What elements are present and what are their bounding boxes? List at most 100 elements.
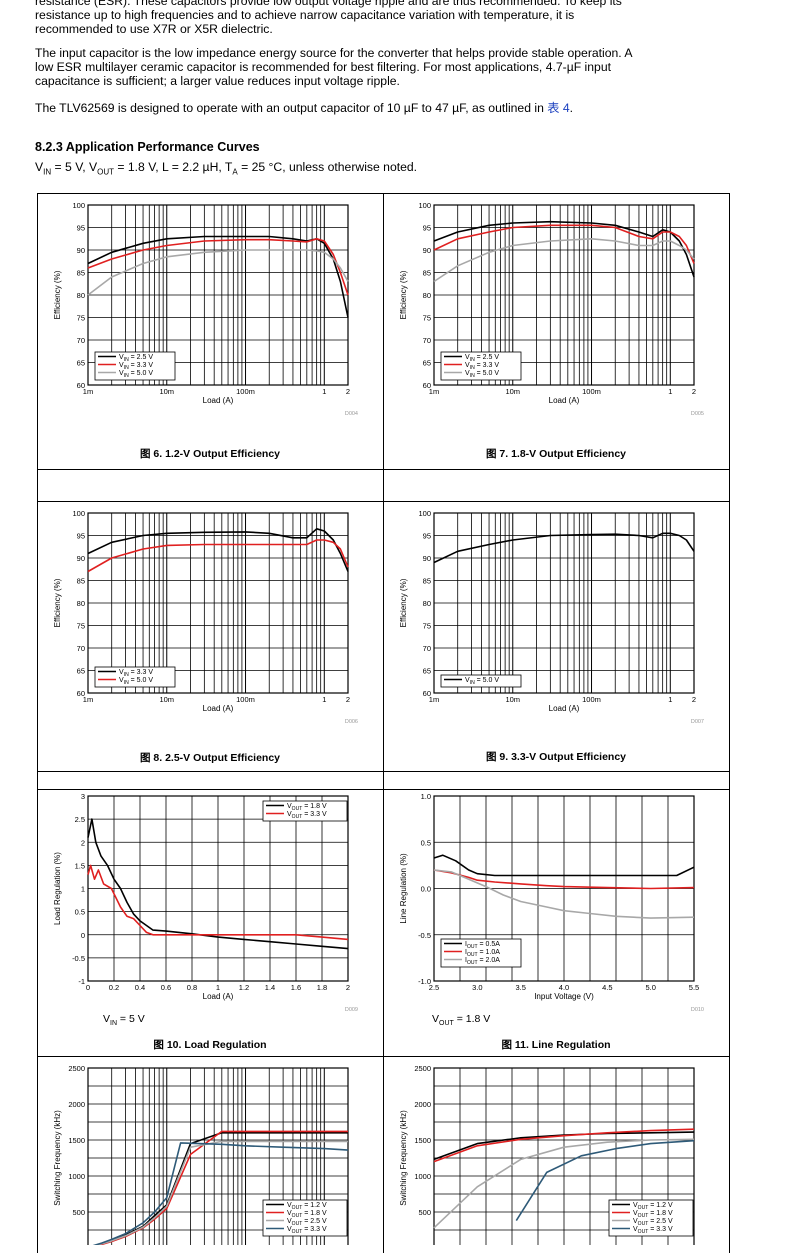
plot-area [87,512,349,694]
y-tick-label: 75 [77,314,85,323]
x-tick-label: 1m [83,695,93,704]
x-tick-label: 0.6 [161,983,171,992]
x-tick-label: 0.8 [187,983,197,992]
test-conditions: VIN = 5 V, VOUT = 1.8 V, L = 2.2 µH, TA … [35,160,418,177]
plot-frame [87,512,349,694]
y-tick-label: 100 [72,201,85,210]
x-tick-label: 2 [692,695,696,704]
plot-frame [433,795,695,982]
y-tick-label: 95 [77,532,85,541]
y-tick-label: 65 [423,359,431,368]
y-tick-label: 3 [81,792,85,801]
series-line [87,539,349,573]
series-line [433,854,695,877]
figure-table-border [37,469,730,470]
x-axis-label: Load (A) [203,396,234,405]
y-tick-label: 90 [77,246,85,255]
legend-label: VOUT = 3.3 V [633,1226,673,1235]
figure-code: D004 [345,411,358,417]
y-tick-label: -1.0 [418,977,431,986]
y-tick-label: 70 [423,644,431,653]
legend-label: VOUT = 2.5 V [287,1218,327,1227]
x-tick-label: 0.4 [135,983,145,992]
chart-fig6-efficiency: 60 65 70 75 80 85 90 95 100 1m 10m 100m 1 2 Load (A) Ef… [53,201,358,417]
y-tick-label: 2 [81,838,85,847]
table-4-link[interactable]: 表 4 [547,101,570,115]
figure-code: D006 [345,719,358,725]
y-axis-label: Efficiency (%) [399,270,408,319]
y-tick-label: 75 [77,622,85,631]
figure-table-border [37,1056,730,1057]
y-tick-label: 80 [77,291,85,300]
y-tick-label: 65 [77,359,85,368]
y-tick-label: 0.0 [421,885,431,894]
chart-fig9-efficiency: 60 65 70 75 80 85 90 95 100 1m 10m 100m 1 2 Load (A) Ef… [399,509,704,725]
y-tick-label: 80 [423,599,431,608]
legend-label: VIN = 5.0 V [119,677,153,686]
chart-fig7-efficiency: 60 65 70 75 80 85 90 95 100 1m 10m 100m 1 2 Load (A) Ef… [399,201,704,417]
x-tick-label: 2 [346,983,350,992]
legend-label: VIN = 2.5 V [465,354,499,363]
x-tick-label: 1.2 [239,983,249,992]
y-axis-label: Efficiency (%) [53,578,62,627]
y-tick-label: 100 [72,509,85,518]
x-axis-label: Input Voltage (V) [534,992,594,1001]
plot-area [87,795,349,982]
legend-label: VOUT = 1.2 V [287,1202,327,1211]
legend-label: VOUT = 1.2 V [633,1202,673,1211]
y-tick-label: 2500 [68,1064,85,1073]
series-line [87,818,349,950]
y-tick-label: 2000 [414,1100,431,1109]
x-tick-label: 1 [322,695,326,704]
series-line [433,1138,695,1229]
figure-caption: 图 10. Load Regulation [153,1039,267,1051]
x-tick-label: 10m [159,387,174,396]
legend-box [608,1199,694,1237]
x-tick-label: 100m [236,695,255,704]
figure-table-border [37,501,730,502]
legend-label: VIN = 3.3 V [119,362,153,371]
series-line [433,532,695,564]
y-tick-label: 2.5 [75,815,85,824]
x-tick-label: 1m [429,387,439,396]
plot-frame [433,512,695,694]
chart-fig11-line-regulation: -1.0 -0.5 0.0 0.5 1.0 2.5 3.0 3.5 4.0 4.5 5.0 5.5 In… [399,792,704,1013]
y-axis-label: Line Regulation (%) [399,853,408,924]
series-line [515,1139,695,1222]
figure-table-border [37,193,38,1253]
series-line [433,220,695,278]
legend-label: IOUT = 0.5A [465,941,500,950]
y-tick-label: 70 [77,644,85,653]
x-tick-label: 1m [83,387,93,396]
y-tick-label: 75 [423,622,431,631]
legend-label: VIN = 2.5 V [119,354,153,363]
text-line: recommended to use X7R or X5R dielectric… [35,22,273,36]
plot-area [433,795,695,982]
y-tick-label: 85 [423,269,431,278]
x-tick-label: 2 [346,387,350,396]
series-line [433,237,695,283]
figure-note: VIN = 5 V [103,1013,145,1028]
series-line [433,869,695,919]
y-tick-label: 70 [423,336,431,345]
chart-fig12-switching-frequency: 500 1000 1500 2000 2500 Switching Frequency (… [53,1064,349,1245]
legend: VIN = 5.0 V [440,674,522,688]
legend-label: VOUT = 1.8 V [633,1210,673,1219]
y-tick-label: 1000 [414,1172,431,1181]
figure-code: D009 [345,1007,358,1013]
x-axis-label: Load (A) [549,396,580,405]
figure-table-border [37,771,730,772]
x-tick-label: 5.5 [689,983,699,992]
y-axis-label: Switching Frequency (kHz) [399,1110,408,1206]
x-tick-label: 4.5 [602,983,612,992]
x-tick-label: 10m [505,695,520,704]
y-tick-label: 65 [77,667,85,676]
legend-label: VOUT = 1.8 V [287,803,327,812]
x-tick-label: 4.0 [559,983,569,992]
